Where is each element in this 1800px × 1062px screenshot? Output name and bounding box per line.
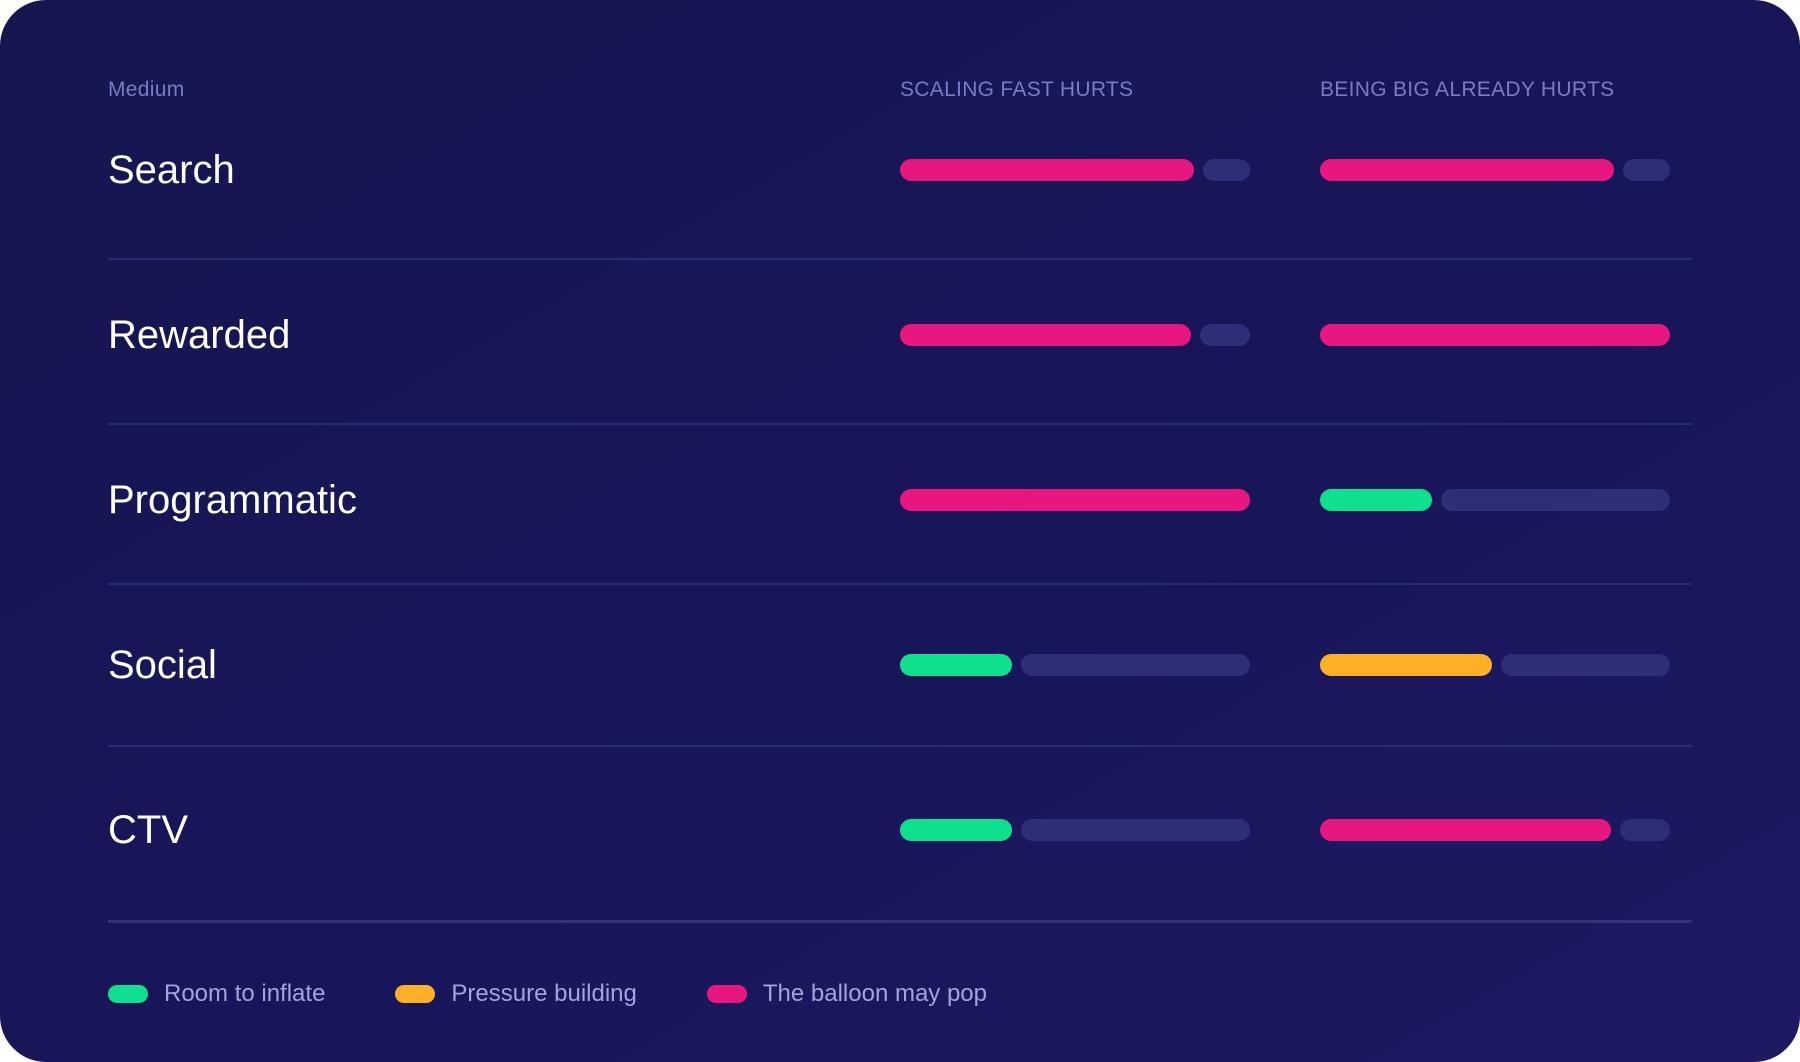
row-divider <box>108 745 1692 747</box>
bar-col2 <box>1320 324 1670 346</box>
bar-fill-pop <box>1320 159 1614 181</box>
bar-col1 <box>900 819 1250 841</box>
bar-remainder <box>1021 819 1250 841</box>
row-label: Search <box>108 148 235 192</box>
row-divider <box>108 583 1692 585</box>
row-label: Programmatic <box>108 478 357 522</box>
bar-remainder <box>1620 819 1670 841</box>
bar-col1 <box>900 159 1250 181</box>
bar-remainder <box>1021 654 1250 676</box>
bar-fill-pop <box>900 324 1191 346</box>
legend-swatch-pressure <box>395 985 436 1003</box>
bar-fill-room <box>1320 489 1432 511</box>
bar-fill-pop <box>1320 819 1611 841</box>
bar-remainder <box>1441 489 1670 511</box>
legend-swatch-pop <box>706 985 747 1003</box>
bar-col2 <box>1320 159 1670 181</box>
column-header-medium: Medium <box>108 78 185 101</box>
bar-fill-pressure <box>1320 654 1492 676</box>
bar-remainder <box>1501 654 1670 676</box>
bar-col2 <box>1320 654 1670 676</box>
bar-fill-room <box>900 654 1012 676</box>
column-header-scaling-fast-hurts: SCALING FAST HURTS <box>900 78 1134 101</box>
column-header-being-big-already-hurts: BEING BIG ALREADY HURTS <box>1320 78 1615 101</box>
bar-remainder <box>1623 159 1670 181</box>
bar-col1 <box>900 654 1250 676</box>
legend-label-room: Room to inflate <box>164 980 326 1007</box>
legend-item-pop: The balloon may pop <box>706 980 988 1008</box>
legend-swatch-room <box>108 985 148 1003</box>
row-divider <box>108 258 1692 260</box>
bar-remainder <box>1203 159 1250 181</box>
row-label: Rewarded <box>108 313 291 357</box>
bar-col2 <box>1320 489 1670 511</box>
bar-col1 <box>900 489 1250 511</box>
row-divider <box>108 423 1692 425</box>
bar-fill-room <box>900 819 1012 841</box>
bar-remainder <box>1200 324 1250 346</box>
bar-fill-pop <box>900 489 1250 511</box>
legend: Room to inflate Pressure building The ba… <box>108 980 1057 1008</box>
bar-fill-pop <box>1320 324 1670 346</box>
legend-label-pop: The balloon may pop <box>762 980 988 1007</box>
bar-col1 <box>900 324 1250 346</box>
legend-item-pressure: Pressure building <box>395 980 637 1008</box>
row-label: CTV <box>108 808 188 852</box>
bar-fill-pop <box>900 159 1194 181</box>
bar-col2 <box>1320 819 1670 841</box>
row-label: Social <box>108 643 217 687</box>
legend-label-pressure: Pressure building <box>451 980 637 1007</box>
legend-item-room: Room to inflate <box>108 980 325 1008</box>
row-divider <box>108 920 1692 923</box>
